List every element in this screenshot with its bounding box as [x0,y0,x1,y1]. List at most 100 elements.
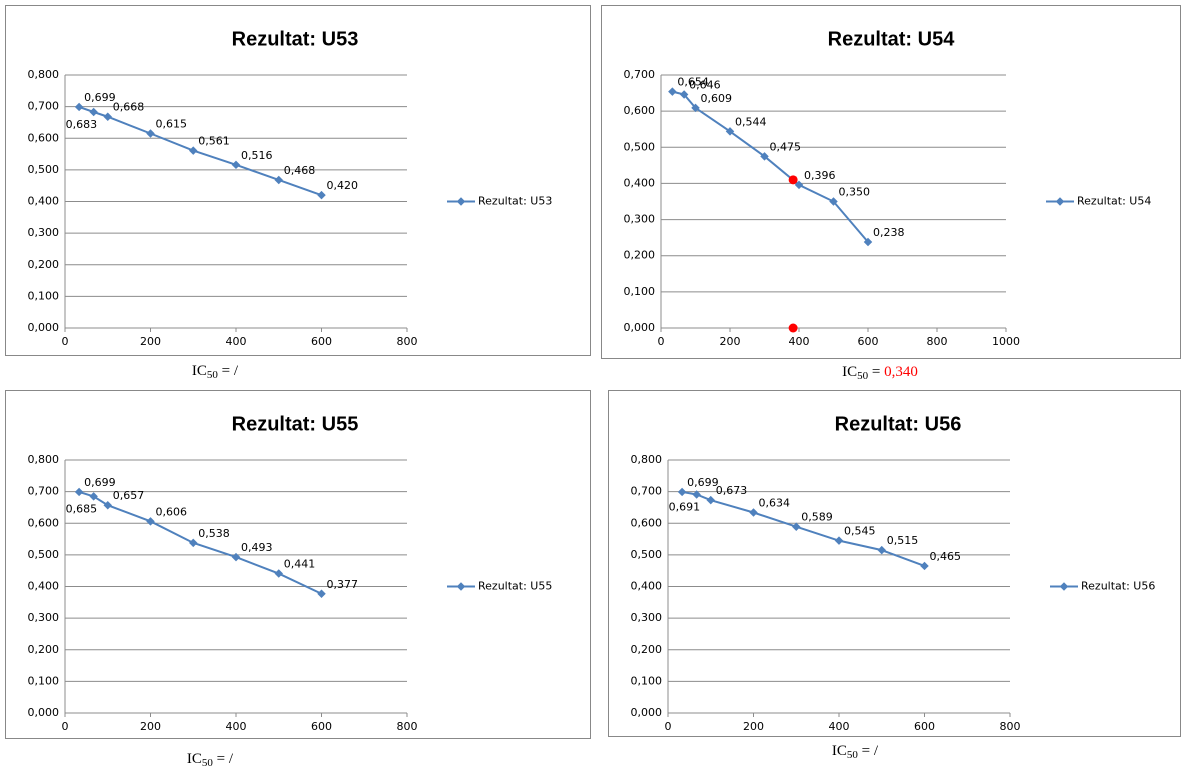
point-marker [231,160,241,170]
y-tick-label: 0,400 [631,580,663,593]
y-tick-label: 0,800 [28,453,60,466]
point-marker [274,569,283,578]
legend-marker [1059,582,1069,591]
chart-frame [5,390,591,739]
data-label: 0,668 [113,101,145,114]
y-tick-label: 0,100 [28,674,60,687]
y-tick-label: 0,500 [624,140,656,153]
data-label: 0,699 [687,476,719,489]
y-tick-label: 0,500 [28,163,60,176]
caption-rest: = [213,751,229,767]
y-tick-label: 0,300 [28,226,60,239]
point-marker [189,146,198,155]
point-marker [677,487,687,497]
x-tick-label: 200 [140,335,161,348]
ic50-caption: IC50 = 0,340 [842,364,918,381]
y-tick-label: 0,400 [28,195,60,208]
ic50-caption: IC50 = / [192,363,239,380]
x-tick-label: 400 [829,720,850,733]
legend-marker [456,197,466,206]
caption-value: / [874,743,879,759]
chart-title: Rezultat: U55 [232,413,359,435]
x-tick-label: 0 [62,720,69,733]
x-tick-label: 200 [743,720,764,733]
caption-value: / [229,751,234,767]
x-tick-label: 0 [658,335,665,348]
chart-frame [5,5,591,356]
y-tick-label: 0,600 [28,516,60,529]
y-tick-label: 0,200 [28,258,60,271]
x-tick-label: 800 [1000,720,1021,733]
y-tick-label: 0,400 [624,176,656,189]
point-marker [920,561,929,571]
x-tick-label: 200 [140,720,161,733]
point-marker [146,129,155,138]
data-label: 0,538 [198,527,230,540]
highlight-point [788,323,798,333]
point-marker [74,487,84,497]
y-tick-label: 0,700 [28,100,60,113]
caption-main: IC [187,751,202,767]
y-tick-label: 0,600 [28,131,60,144]
x-tick-label: 0 [62,335,69,348]
y-tick-label: 0,200 [631,643,663,656]
caption-sub: 50 [207,369,219,381]
data-label: 0,673 [716,484,748,497]
caption-value: / [234,363,239,379]
legend-label: Rezultat: U55 [478,580,552,593]
x-tick-label: 600 [914,720,935,733]
data-label: 0,475 [770,140,802,153]
data-label: 0,238 [873,226,905,239]
y-tick-label: 0,400 [28,580,60,593]
point-marker [792,522,801,531]
y-tick-label: 0,600 [631,516,663,529]
chart-title: Rezultat: U56 [835,413,962,435]
caption-main: IC [832,743,847,759]
point-marker [103,500,112,510]
y-tick-label: 0,100 [624,285,656,298]
y-tick-label: 0,200 [28,643,60,656]
data-label: 0,685 [66,502,98,515]
y-tick-label: 0,800 [28,68,60,81]
data-label: 0,691 [669,500,701,513]
x-tick-label: 800 [397,335,418,348]
caption-main: IC [192,363,207,379]
y-tick-label: 0,100 [631,674,663,687]
x-tick-label: 600 [858,335,879,348]
data-label: 0,350 [839,186,871,199]
highlight-point [788,175,798,185]
point-marker [317,190,326,200]
x-tick-label: 800 [397,720,418,733]
data-label: 0,468 [284,164,316,177]
y-tick-label: 0,000 [624,321,656,334]
chart-title: Rezultat: U53 [232,28,359,50]
data-label: 0,683 [66,118,98,131]
x-tick-label: 0 [665,720,672,733]
x-tick-label: 800 [927,335,948,348]
data-label: 0,396 [804,169,836,182]
point-marker [317,589,326,599]
y-tick-label: 0,100 [28,289,60,302]
chart-title: Rezultat: U54 [828,28,956,50]
caption-rest: = [858,743,874,759]
caption-sub: 50 [857,370,869,382]
caption-value: 0,340 [884,364,918,380]
caption-sub: 50 [847,749,859,761]
chart-frame [601,5,1181,359]
data-label: 0,699 [84,91,116,104]
y-tick-label: 0,000 [28,706,60,719]
point-marker [877,545,886,555]
y-tick-label: 0,300 [631,611,663,624]
ic50-caption: IC50 = / [187,751,234,768]
x-tick-label: 1000 [992,335,1020,348]
y-tick-label: 0,800 [631,453,663,466]
legend-label: Rezultat: U54 [1077,195,1151,208]
caption-main: IC [842,364,857,380]
point-marker [834,536,844,545]
data-label: 0,544 [735,115,767,128]
data-label: 0,589 [801,511,833,524]
data-label: 0,606 [156,505,188,518]
y-tick-label: 0,000 [631,706,663,719]
